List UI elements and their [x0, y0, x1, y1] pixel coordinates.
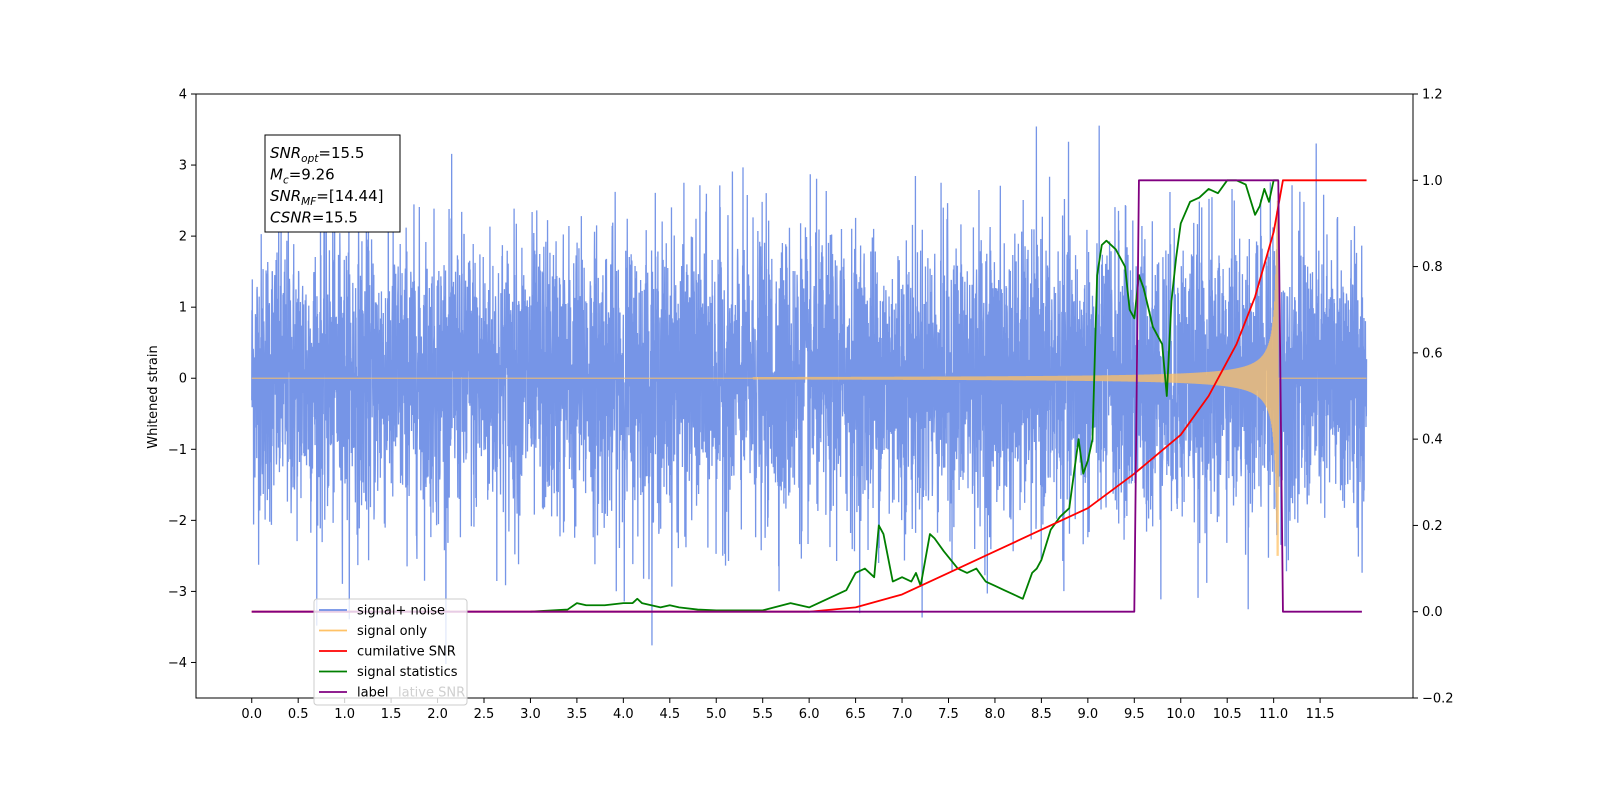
legend-label: cumilative SNR	[357, 645, 456, 660]
y-tick-label: 2	[179, 230, 187, 245]
legend-label: signal only	[357, 624, 427, 639]
x-tick-label: 8.5	[1031, 707, 1052, 722]
series-signal-only	[251, 200, 1367, 556]
x-tick-label: 0.5	[288, 707, 309, 722]
x-tick-label: 2.0	[427, 707, 448, 722]
annotation-line: Mc=9.26	[270, 166, 335, 187]
x-tick-label: 7.5	[938, 707, 959, 722]
series-signal-noise	[251, 125, 1368, 664]
series-group	[251, 125, 1368, 664]
y-tick-label: −3	[168, 585, 187, 600]
y-tick-label: 3	[179, 159, 187, 174]
x-tick-label: 4.5	[659, 707, 680, 722]
legend-label: signal+ noise	[357, 604, 445, 619]
x-tick-label: 8.0	[985, 707, 1006, 722]
y2-tick-label: 0.4	[1422, 433, 1443, 448]
legend-frame	[313, 598, 468, 706]
legend-label: label	[357, 686, 388, 701]
x-tick-label: 4.0	[613, 707, 634, 722]
x-tick-label: 5.0	[706, 707, 727, 722]
x-tick-label: 9.5	[1124, 707, 1145, 722]
y-axis-label: Whitened strain	[146, 345, 161, 448]
y-tick-label: 4	[179, 88, 187, 103]
annotation-line: SNRMF=[14.44]	[270, 187, 384, 208]
y-tick-label: −2	[168, 514, 187, 529]
x-tick-label: 10.5	[1213, 707, 1242, 722]
plot-area	[251, 125, 1368, 664]
y2-tick-label: 0.0	[1422, 605, 1443, 620]
series-signal-statistics	[530, 179, 1279, 613]
series-label	[251, 179, 1362, 613]
y-tick-label: 1	[179, 301, 187, 316]
x-tick-label: 2.5	[474, 707, 495, 722]
y2-tick-label: 1.0	[1422, 174, 1443, 189]
legend: signal+ noise signal only cumilative SNR si…	[313, 598, 468, 706]
x-tick-label: 9.0	[1078, 707, 1099, 722]
x-tick-label: 1.0	[334, 707, 355, 722]
legend-label: signal statistics	[357, 665, 458, 680]
x-tick-label: 6.5	[845, 707, 866, 722]
x-tick-label: 3.0	[520, 707, 541, 722]
x-tick-label: 11.5	[1306, 707, 1335, 722]
annotation-frame	[264, 134, 401, 233]
y2-tick-label: 1.2	[1422, 88, 1443, 103]
y-tick-label: −1	[168, 443, 187, 458]
axes: 0.0 0.5 1.0 1.5 2.0 2.5 3.0 3.5 4.0 4.5 5.0 5.5 6.0 6…	[168, 88, 1454, 723]
y2-tick-label: −0.2	[1422, 692, 1454, 707]
y2-tick-label: 0.2	[1422, 519, 1443, 534]
axes-frame	[195, 93, 1414, 699]
x-tick-label: 1.5	[381, 707, 402, 722]
x-tick-label: 11.0	[1259, 707, 1288, 722]
x-tick-label: 3.5	[567, 707, 588, 722]
y-tick-label: −4	[168, 656, 187, 671]
x-tick-label: 7.0	[892, 707, 913, 722]
x-tick-label: 10.0	[1166, 707, 1195, 722]
series-cumulative-snr	[251, 179, 1367, 613]
y2-tick-label: 0.6	[1422, 346, 1443, 361]
y2-tick-label: 0.8	[1422, 260, 1443, 275]
x-tick-label: 0.0	[241, 707, 262, 722]
annotation-line: CSNR=15.5	[270, 209, 358, 227]
legend-ghost-text: lative SNR	[398, 686, 465, 701]
y-tick-label: 0	[179, 372, 187, 387]
x-tick-label: 5.5	[752, 707, 773, 722]
x-tick-label: 6.0	[799, 707, 820, 722]
annotation-line: SNRopt=15.5	[270, 144, 364, 165]
